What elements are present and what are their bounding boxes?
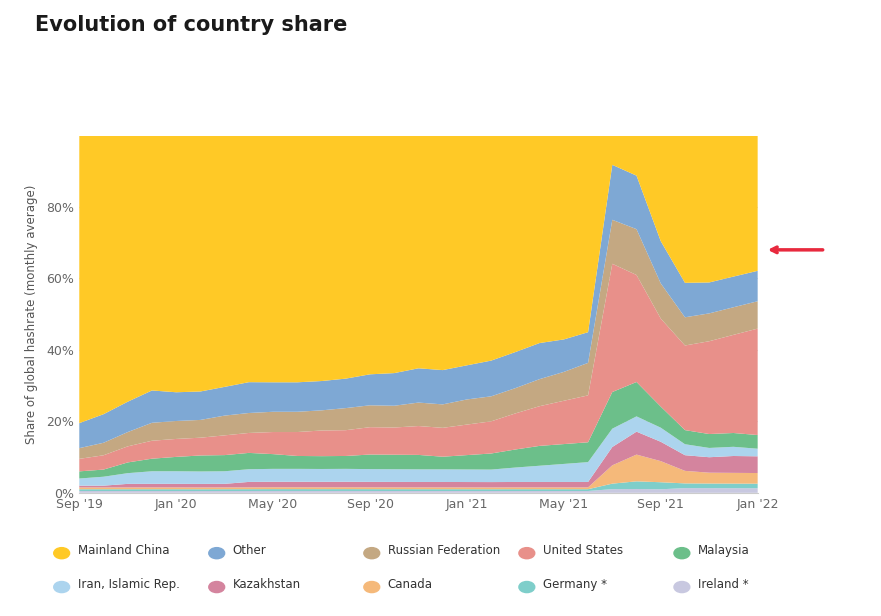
Y-axis label: Share of global hashrate (monthly average): Share of global hashrate (monthly averag… (25, 184, 38, 444)
Text: Canada: Canada (388, 578, 433, 591)
Text: Malaysia: Malaysia (698, 545, 750, 557)
Text: Evolution of country share: Evolution of country share (35, 15, 348, 35)
Text: Ireland *: Ireland * (698, 578, 748, 591)
Text: Other: Other (233, 545, 266, 557)
Text: United States: United States (543, 545, 623, 557)
Text: Kazakhstan: Kazakhstan (233, 578, 300, 591)
Text: Germany *: Germany * (543, 578, 607, 591)
Text: Mainland China: Mainland China (78, 545, 169, 557)
Text: Iran, Islamic Rep.: Iran, Islamic Rep. (78, 578, 180, 591)
Text: Russian Federation: Russian Federation (388, 545, 500, 557)
